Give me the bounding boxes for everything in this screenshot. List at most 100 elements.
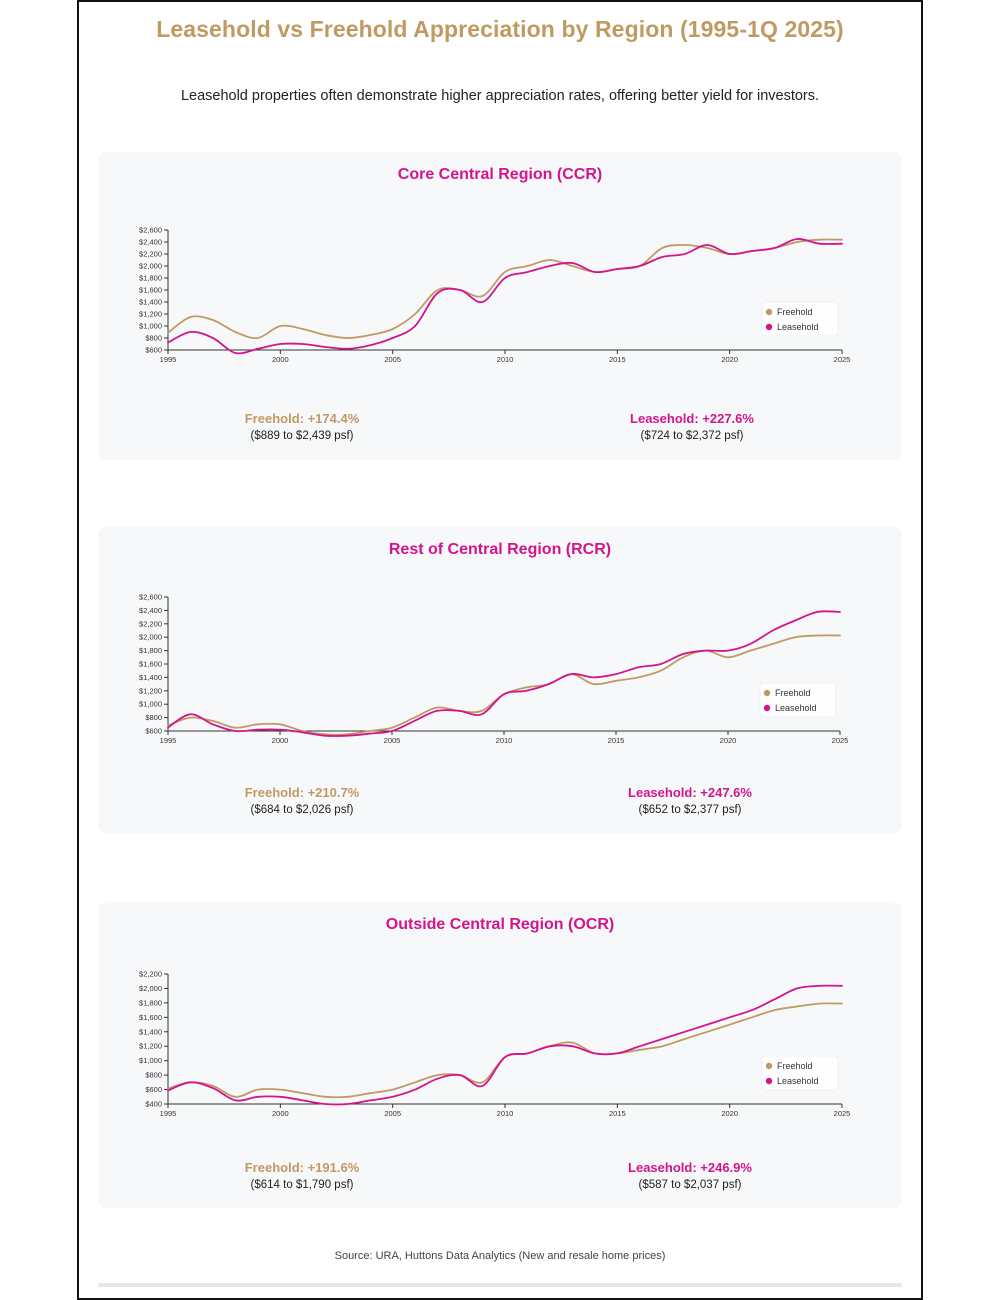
leasehold-price-range: ($652 to $2,377 psf) [638,804,742,816]
legend-box [759,682,837,718]
y-tick-label: $2,600 [139,593,162,602]
page-subtitle: Leasehold properties often demonstrate h… [180,88,820,104]
x-tick-label: 2010 [497,1109,514,1118]
x-tick-label: 2025 [834,1109,851,1118]
legend-marker-freehold [765,1062,773,1070]
legend-marker-leasehold [765,1077,773,1085]
freehold-stat-rcr: Freehold: +210.7% ($684 to $2,026 psf) [182,785,422,816]
freehold-stat-ocr: Freehold: +191.6% ($614 to $1,790 psf) [182,1160,422,1191]
x-tick-label: 2020 [721,355,738,364]
series-line-leasehold [167,984,843,1106]
y-tick-label: $1,800 [139,998,162,1007]
x-tick-label: 2000 [272,736,289,745]
y-tick-label: $1,200 [139,1042,162,1051]
y-tick-label: $1,200 [139,310,162,319]
legend-label-freehold: Freehold [777,307,813,317]
chart-title-rcr: Rest of Central Region (RCR) [388,541,612,558]
legend-marker-leasehold [763,704,771,712]
legend-label-leasehold: Leasehold [775,703,817,713]
series-line-freehold [167,634,841,736]
y-tick-label: $800 [145,713,162,722]
legend-label-leasehold: Leasehold [777,322,819,332]
chart-title-ccr: Core Central Region (CCR) [397,166,603,183]
y-tick-label: $1,600 [139,1013,162,1022]
freehold-price-range: ($684 to $2,026 psf) [250,804,354,816]
y-tick-label: $2,000 [139,262,162,271]
y-tick-label: $1,400 [139,298,162,307]
series-line-freehold [167,238,843,340]
y-tick-label: $2,600 [139,226,162,235]
y-tick-label: $2,400 [139,606,162,615]
x-tick-label: 2005 [384,1109,401,1118]
series-line-freehold [167,1002,843,1099]
x-tick-label: 2020 [721,1109,738,1118]
y-tick-label: $400 [145,1100,162,1109]
y-tick-label: $800 [145,1071,162,1080]
legend-marker-freehold [765,308,773,316]
x-tick-label: 2015 [609,1109,626,1118]
freehold-appreciation-label: Freehold: +174.4% [244,411,360,426]
legend-label-freehold: Freehold [775,688,811,698]
x-tick-label: 2015 [609,355,626,364]
leasehold-appreciation-label: Leasehold: +246.9% [628,1160,752,1175]
y-tick-label: $600 [145,346,162,355]
freehold-appreciation-label: Freehold: +210.7% [244,785,360,800]
legend-box [761,1055,839,1091]
y-tick-label: $2,200 [139,619,162,628]
chart-panel-ccr: Core Central Region (CCR) $600 $800 $1,000… [98,152,902,460]
chart-panel-ocr: Outside Central Region (OCR) $400 $600 $80… [98,902,902,1208]
x-tick-label: 2015 [608,736,625,745]
y-tick-label: $1,000 [139,322,162,331]
line-chart-ocr: $400 $600 $800 $1,000 $1,200 $1,400 $1,600 $1,8… [139,970,851,1119]
freehold-price-range: ($889 to $2,439 psf) [250,430,354,442]
freehold-stat-ccr: Freehold: +174.4% ($889 to $2,439 psf) [182,411,422,442]
legend-marker-leasehold [765,323,773,331]
y-tick-label: $1,600 [139,660,162,669]
y-tick-label: $600 [145,1085,162,1094]
infographic-frame: Leasehold vs Freehold Appreciation by Re… [77,0,923,1300]
y-tick-label: $1,200 [139,686,162,695]
x-tick-label: 2000 [272,355,289,364]
leasehold-stat-rcr: Leasehold: +247.6% ($652 to $2,377 psf) [570,785,810,816]
series-line-leasehold [167,238,843,355]
y-tick-label: $2,200 [139,970,162,979]
legend-label-freehold: Freehold [777,1061,813,1071]
leasehold-stat-ccr: Leasehold: +227.6% ($724 to $2,372 psf) [572,411,812,442]
y-tick-label: $1,800 [139,274,162,283]
x-tick-label: 1995 [160,355,177,364]
y-tick-label: $2,200 [139,250,162,259]
x-tick-label: 2025 [832,736,849,745]
line-chart-rcr: $600 $800 $1,000 $1,200 $1,400 $1,600 $1,800 $2… [139,593,849,746]
bottom-divider [98,1283,902,1287]
x-tick-label: 2025 [834,355,851,364]
y-tick-label: $800 [145,334,162,343]
leasehold-price-range: ($587 to $2,037 psf) [638,1179,742,1191]
leasehold-appreciation-label: Leasehold: +247.6% [628,785,752,800]
freehold-price-range: ($614 to $1,790 psf) [250,1179,354,1191]
freehold-appreciation-label: Freehold: +191.6% [244,1160,360,1175]
y-tick-label: $2,000 [139,633,162,642]
y-tick-label: $1,600 [139,286,162,295]
leasehold-price-range: ($724 to $2,372 psf) [640,430,744,442]
leasehold-appreciation-label: Leasehold: +227.6% [630,411,754,426]
x-tick-label: 2005 [384,736,401,745]
x-tick-label: 2020 [720,736,737,745]
series-line-leasehold [167,610,841,737]
y-tick-label: $1,000 [139,700,162,709]
y-tick-label: $1,000 [139,1056,162,1065]
chart-panel-rcr: Rest of Central Region (RCR) $600 $800 $1,… [98,527,902,833]
x-tick-label: 2010 [496,736,513,745]
legend-label-leasehold: Leasehold [777,1076,819,1086]
x-tick-label: 1995 [160,1109,177,1118]
chart-title-ocr: Outside Central Region (OCR) [385,916,615,933]
y-tick-label: $2,000 [139,984,162,993]
legend-box [761,301,839,337]
leasehold-stat-ocr: Leasehold: +246.9% ($587 to $2,037 psf) [570,1160,810,1191]
line-chart-ccr: $600 $800 $1,000 $1,200 $1,400 $1,600 $1,800 $2… [139,226,851,365]
y-tick-label: $1,400 [139,1027,162,1036]
y-tick-label: $1,800 [139,646,162,655]
y-tick-label: $600 [145,727,162,736]
y-tick-label: $1,400 [139,673,162,682]
x-tick-label: 1995 [160,736,177,745]
x-tick-label: 2005 [384,355,401,364]
